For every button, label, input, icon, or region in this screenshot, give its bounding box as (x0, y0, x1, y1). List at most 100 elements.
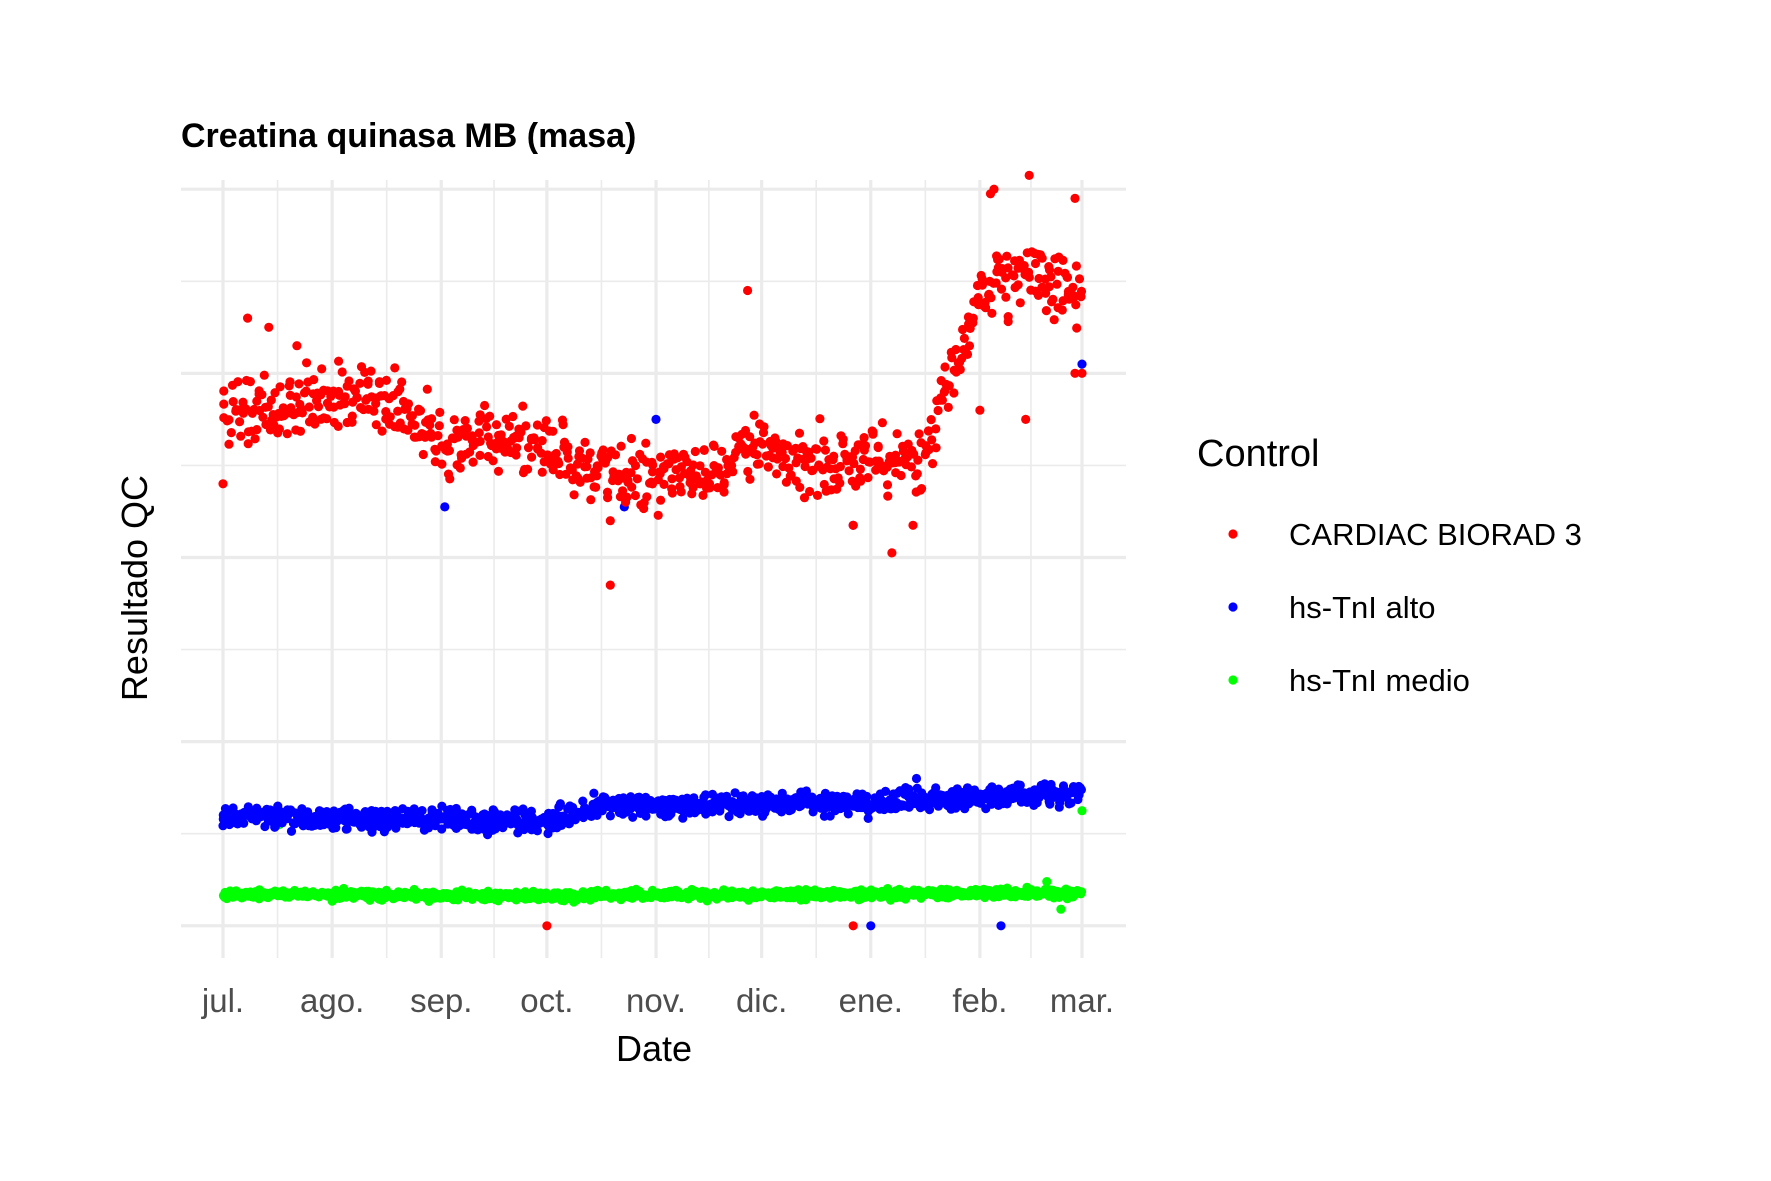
data-point-outlier (1024, 170, 1034, 180)
data-point (563, 442, 573, 452)
data-point-outlier (440, 502, 450, 512)
data-point (355, 378, 365, 388)
data-point-outlier (848, 921, 858, 931)
data-point (512, 443, 522, 453)
data-point (622, 492, 632, 502)
data-point (815, 414, 825, 424)
data-point (291, 392, 301, 402)
data-point (806, 453, 816, 463)
data-point (745, 432, 755, 442)
data-point-outlier (542, 921, 552, 931)
data-point (940, 362, 950, 372)
data-point (337, 367, 347, 377)
data-point-outlier (1077, 368, 1087, 378)
data-point (275, 382, 285, 392)
data-point (993, 254, 1003, 265)
data-point (427, 414, 437, 424)
data-point-outlier (743, 285, 753, 296)
data-point (592, 471, 602, 481)
data-point (775, 447, 785, 457)
data-point (863, 813, 873, 824)
data-point (955, 364, 965, 375)
data-point-outlier (292, 341, 302, 351)
data-point (955, 357, 965, 367)
data-point (855, 464, 866, 474)
data-point (240, 405, 250, 415)
data-point (266, 395, 276, 405)
data-point (551, 448, 561, 459)
data-point (302, 358, 312, 368)
data-point (860, 441, 871, 451)
data-point (690, 446, 700, 457)
data-point (1044, 265, 1055, 275)
data-point (235, 417, 245, 427)
data-point (598, 445, 608, 455)
data-point (1072, 323, 1082, 333)
data-point-outlier (1056, 904, 1066, 914)
data-point (695, 461, 705, 471)
data-point (369, 406, 379, 416)
data-point (758, 439, 768, 449)
data-point (393, 406, 403, 416)
data-point (1071, 300, 1081, 310)
data-point (297, 404, 307, 414)
data-point (959, 333, 970, 343)
data-point-outlier (1070, 368, 1080, 378)
data-point (224, 439, 234, 449)
data-point (931, 443, 941, 453)
data-point (743, 466, 753, 477)
data-point (493, 466, 504, 476)
data-point (243, 439, 253, 449)
data-point (978, 301, 989, 311)
data-point (794, 428, 805, 438)
data-point (286, 403, 296, 413)
data-point (580, 437, 590, 447)
data-point (626, 468, 636, 478)
legend: Control CARDIAC BIORAD 3 hs-TnI alto hs-Tn… (1197, 433, 1582, 698)
data-point (882, 480, 893, 490)
data-point-outlier (911, 773, 922, 784)
x-tick-label: ene. (839, 982, 903, 1019)
data-point (259, 370, 269, 380)
data-point (1010, 282, 1020, 293)
data-point (752, 450, 762, 460)
data-point (856, 476, 866, 486)
data-point (402, 404, 412, 414)
data-point (445, 474, 455, 484)
data-point (247, 408, 257, 418)
data-point (488, 456, 498, 466)
data-point (896, 470, 906, 481)
data-point (344, 376, 354, 386)
data-point (391, 823, 401, 833)
data-point (799, 493, 810, 503)
data-point (474, 428, 484, 438)
data-point (642, 492, 652, 502)
data-point (558, 420, 568, 430)
data-point (892, 429, 902, 439)
data-point (415, 406, 426, 416)
data-point (926, 415, 936, 425)
data-point (991, 278, 1001, 288)
x-tick-label: sep. (410, 982, 472, 1019)
data-point (366, 366, 376, 376)
data-point (1044, 282, 1054, 292)
data-point (1015, 298, 1025, 308)
data-point (754, 459, 764, 469)
data-point (917, 484, 927, 494)
data-point (812, 490, 823, 500)
data-point-outlier (848, 520, 858, 530)
data-point (725, 463, 735, 473)
data-point-outlier (887, 548, 897, 558)
data-point (541, 416, 551, 426)
data-point (964, 341, 975, 351)
data-point (962, 349, 973, 359)
data-point (1057, 305, 1067, 315)
data-point (504, 421, 514, 431)
data-point (371, 420, 381, 430)
data-point (1047, 297, 1057, 307)
data-point (548, 426, 558, 436)
data-point (973, 293, 983, 303)
data-point-outlier (605, 516, 615, 526)
data-point (745, 474, 755, 484)
data-point (835, 478, 845, 488)
